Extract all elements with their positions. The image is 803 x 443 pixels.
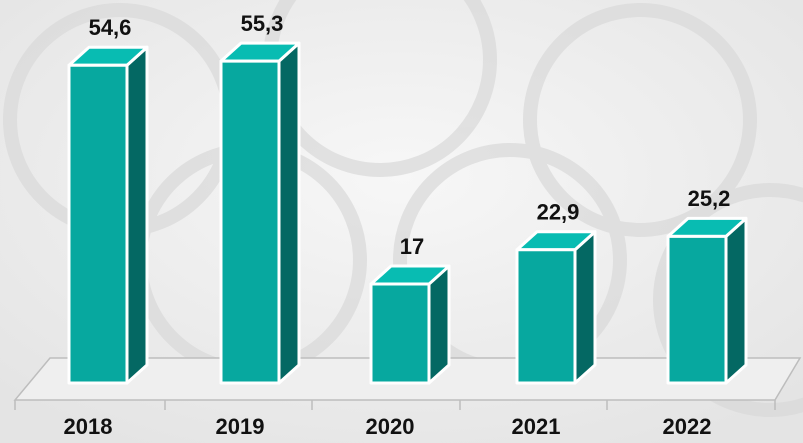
bar	[666, 234, 728, 385]
bar-side	[427, 264, 451, 385]
bar	[67, 63, 129, 385]
bar	[369, 282, 431, 385]
bar	[219, 59, 281, 385]
x-tick-label: 2019	[216, 414, 265, 439]
x-tick-label: 2021	[512, 414, 561, 439]
value-label: 54,6	[89, 15, 132, 40]
bar-side	[277, 41, 301, 385]
floor-dividers	[14, 400, 776, 410]
value-label: 17	[400, 234, 424, 259]
value-label: 55,3	[241, 11, 284, 36]
bar-side	[724, 216, 748, 385]
x-tick-label: 2018	[64, 414, 113, 439]
bar-side	[573, 230, 597, 385]
x-tick-label: 2020	[366, 414, 415, 439]
bar	[515, 248, 577, 385]
x-tick-label: 2022	[663, 414, 712, 439]
bar-side	[125, 45, 149, 385]
value-label: 22,9	[537, 200, 580, 225]
value-label: 25,2	[688, 186, 731, 211]
